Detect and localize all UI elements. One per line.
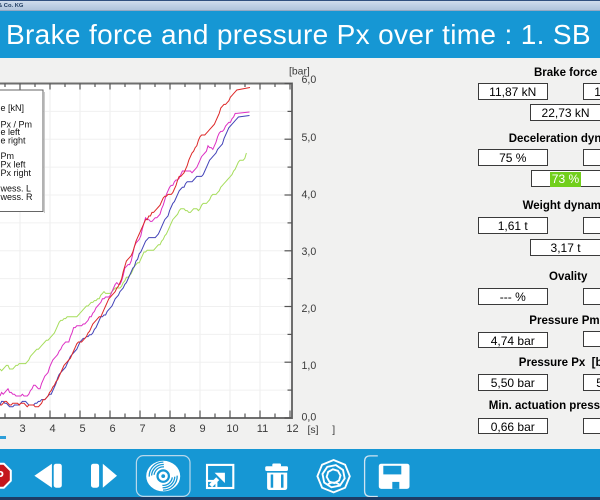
svg-text:]: ]	[332, 425, 335, 436]
svg-text:e [kN]: e [kN]	[1, 103, 25, 113]
svg-text:11: 11	[257, 423, 268, 435]
svg-text:5: 5	[79, 423, 85, 435]
svg-text:12: 12	[286, 423, 298, 435]
svg-text:Px / Pm: Px / Pm	[1, 119, 33, 129]
svg-text:wess. L: wess. L	[0, 183, 31, 193]
svg-text:Px left: Px left	[1, 160, 27, 170]
svg-text:[bar]: [bar]	[289, 67, 310, 78]
svg-text:9: 9	[199, 423, 205, 435]
svg-text:6: 6	[109, 423, 115, 435]
svg-text:5,0: 5,0	[302, 132, 317, 144]
svg-text:[s]: [s]	[308, 425, 319, 436]
svg-text:7: 7	[139, 423, 145, 435]
svg-text:e left: e left	[1, 127, 21, 137]
svg-text:wess. R: wess. R	[0, 192, 33, 202]
svg-text:3: 3	[19, 423, 25, 435]
svg-text:4,0: 4,0	[302, 189, 317, 201]
svg-text:6,0: 6,0	[302, 74, 317, 86]
svg-text:e right: e right	[1, 136, 27, 146]
svg-text:10: 10	[226, 423, 238, 435]
svg-text:P: P	[0, 469, 4, 483]
svg-text:2,0: 2,0	[302, 303, 317, 315]
svg-text:0,0: 0,0	[302, 412, 317, 424]
svg-text:1,0: 1,0	[302, 360, 317, 372]
svg-text:3,0: 3,0	[302, 246, 317, 258]
svg-text:4: 4	[49, 423, 55, 435]
svg-text:Pm: Pm	[1, 151, 15, 161]
svg-text:8: 8	[169, 423, 175, 435]
svg-text:Px right: Px right	[1, 168, 32, 178]
